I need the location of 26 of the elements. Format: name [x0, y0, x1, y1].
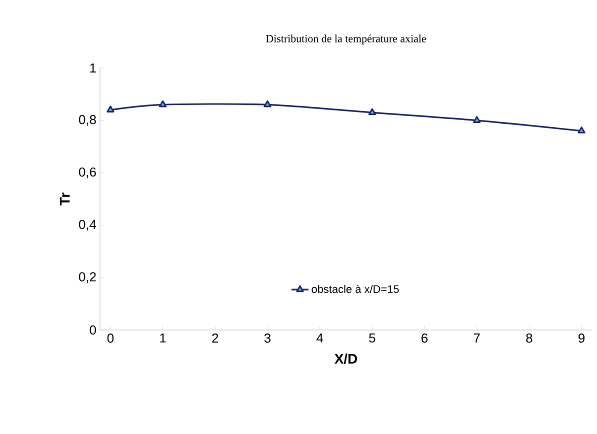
point: [578, 126, 586, 134]
legend-label: obstacle à x/D=15: [312, 284, 399, 293]
point: [264, 100, 272, 108]
y-tick-label: 0,8: [78, 115, 96, 126]
y-tick-label: 0,2: [78, 272, 96, 283]
point: [473, 116, 481, 123]
x-tick-label: 7: [474, 334, 480, 342]
y-tick-label: 0,6: [78, 167, 96, 178]
point: [368, 108, 376, 116]
point: [106, 106, 114, 112]
x-tick-label: 3: [264, 334, 271, 343]
y-tick-label: 1: [90, 64, 96, 72]
x-tick-label: 8: [526, 334, 532, 343]
y-tick-label: 0: [90, 325, 96, 335]
x-axis-title: X/D: [334, 354, 358, 364]
y-axis-title: Tr: [60, 192, 70, 206]
x-tick-label: 5: [369, 334, 376, 343]
x-tick-label: 0: [107, 334, 114, 343]
chart-title: Distribution de la température axiale: [266, 34, 426, 45]
y-tick-label: 0,4: [78, 220, 96, 231]
x-tick-label: 6: [422, 334, 428, 343]
x-tick-label: 2: [212, 334, 218, 343]
x-tick-label: 9: [578, 334, 585, 343]
x-tick-label: 4: [316, 334, 324, 342]
point: [158, 100, 167, 108]
x-tick-label: 1: [160, 334, 166, 342]
